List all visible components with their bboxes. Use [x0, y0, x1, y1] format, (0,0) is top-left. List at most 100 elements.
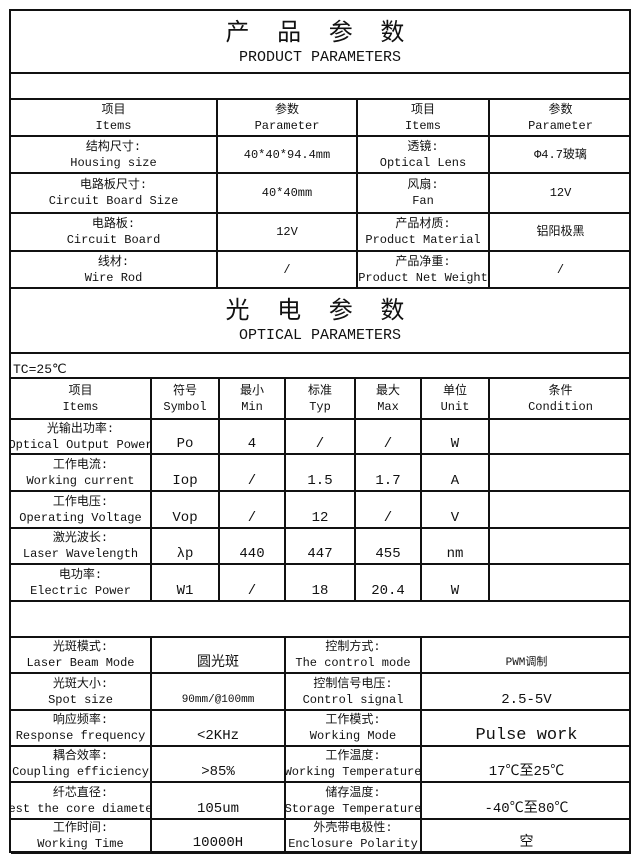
label-cn: 产品材质: — [395, 217, 451, 231]
value-text: / — [315, 436, 325, 452]
value-cell: 18 — [286, 565, 356, 602]
value-cell: 447 — [286, 529, 356, 565]
label-en: Min — [241, 399, 263, 414]
value-cell: 2.5-5V — [422, 674, 631, 711]
label-cell: 结构尺寸: Housing size — [11, 137, 218, 174]
label-cn: 耦合效率: — [52, 749, 109, 763]
label-en: Working Mode — [309, 729, 397, 743]
label-cell: 单位 Unit — [422, 379, 490, 420]
value-text: PWM调制 — [505, 657, 548, 669]
value-cell: 20.4 — [356, 565, 422, 602]
label-cn: 工作电压: — [52, 494, 109, 509]
label-cell: 电功率: Electric Power — [11, 565, 152, 602]
label-cn: 条件 — [548, 383, 573, 398]
label-cn: 纤芯直径: — [52, 785, 109, 800]
blank-row — [11, 74, 629, 100]
value-text: nm — [446, 546, 464, 562]
label-en: Symbol — [163, 399, 207, 414]
value-cell: Φ4.7玻璃 — [490, 137, 631, 174]
label-cell: 光输出功率: Optical Output Power — [11, 420, 152, 455]
value-cell: λp — [152, 529, 220, 565]
value-cell: 空 — [422, 820, 631, 854]
label-en: Electric Power — [30, 583, 131, 598]
label-cell: 项目 Items — [11, 100, 218, 137]
label-cell: 电路板尺寸: Circuit Board Size — [11, 174, 218, 214]
value-text: >85% — [201, 764, 235, 780]
value-text: A — [450, 473, 460, 489]
value-cell: / — [356, 492, 422, 529]
label-en: Parameter — [528, 118, 593, 133]
value-cell: Vop — [152, 492, 220, 529]
label-en: Spot size — [48, 692, 113, 707]
value-cell: / — [220, 455, 286, 492]
label-en: Unit — [440, 399, 470, 414]
value-text: 455 — [375, 546, 401, 562]
label-en: The control mode — [295, 656, 411, 670]
value-cell: <2KHz — [152, 711, 286, 747]
value-cell: A — [422, 455, 490, 492]
label-en: Items — [62, 399, 99, 414]
label-cell: 符号 Symbol — [152, 379, 220, 420]
label-cell: 响应频率: Response frequency — [11, 711, 152, 747]
value-text: 447 — [307, 546, 333, 562]
title-cn: 光 电 参 数 — [225, 296, 415, 324]
label-en: Operating Voltage — [19, 510, 142, 525]
label-cn: 最大 — [375, 383, 400, 398]
label-cn: 标准 — [307, 383, 332, 398]
label-cn: 工作时间: — [52, 821, 109, 835]
label-en: Max — [377, 399, 399, 414]
label-cell: 控制信号电压: Control signal — [286, 674, 422, 711]
value-text: 40*40*94.4mm — [243, 147, 331, 162]
label-en: Circuit Board Size — [48, 194, 179, 208]
value-text: 4 — [247, 436, 257, 452]
value-cell: 12V — [490, 174, 631, 214]
label-cell: 储存温度: Storage Temperature — [286, 783, 422, 820]
value-text: Vop — [172, 510, 198, 526]
value-text: 1.7 — [375, 473, 401, 489]
label-cn: 工作电流: — [52, 457, 109, 472]
value-cell: Iop — [152, 455, 220, 492]
label-en: Optical Output Power — [11, 437, 152, 452]
value-text: 17℃至25℃ — [488, 764, 565, 780]
value-cell: / — [286, 420, 356, 455]
value-cell: 1.5 — [286, 455, 356, 492]
label-en: Enclosure Polarity — [288, 837, 418, 851]
value-cell: >85% — [152, 747, 286, 783]
value-text: W1 — [176, 583, 194, 599]
label-cell: 工作电压: Operating Voltage — [11, 492, 152, 529]
label-cn: 激光波长: — [52, 531, 109, 545]
value-text: 105um — [196, 801, 239, 817]
value-text: 40*40mm — [261, 186, 313, 200]
value-cell: V — [422, 492, 490, 529]
label-cell: 最小 Min — [220, 379, 286, 420]
title-en: PRODUCT PARAMETERS — [238, 49, 402, 66]
label-en: Response frequency — [15, 729, 146, 743]
label-cn: 单位 — [442, 383, 467, 398]
value-cell: / — [220, 492, 286, 529]
label-cell: 激光波长: Laser Wavelength — [11, 529, 152, 565]
value-text: W — [450, 436, 460, 452]
value-cell: 12V — [218, 214, 358, 252]
value-text: Φ4.7玻璃 — [534, 147, 587, 162]
value-cell: 4 — [220, 420, 286, 455]
label-cn: 项目 — [68, 383, 93, 398]
title-en: OPTICAL PARAMETERS — [238, 327, 402, 344]
label-cn: 光输出功率: — [46, 421, 115, 436]
label-en: Parameter — [254, 118, 320, 133]
label-en: Fan — [412, 194, 434, 208]
label-cell: 工作时间: Working Time — [11, 820, 152, 854]
value-cell: 17℃至25℃ — [422, 747, 631, 783]
value-cell: 40*40*94.4mm — [218, 137, 358, 174]
value-text: V — [450, 510, 460, 526]
label-cell: 条件 Condition — [490, 379, 631, 420]
label-en: Wire Rod — [84, 270, 143, 285]
value-cell — [490, 492, 631, 529]
product-parameters-title: 产 品 参 数 PRODUCT PARAMETERS — [11, 11, 629, 74]
label-cn: 产品净重: — [395, 254, 451, 269]
label-cell: 电路板: Circuit Board — [11, 214, 218, 252]
label-cn: 工作温度: — [325, 749, 381, 763]
label-en: Laser Beam Mode — [26, 656, 135, 670]
value-cell: / — [490, 252, 631, 289]
label-cn: 结构尺寸: — [85, 139, 142, 154]
label-en: Test the core diameter — [11, 801, 152, 816]
